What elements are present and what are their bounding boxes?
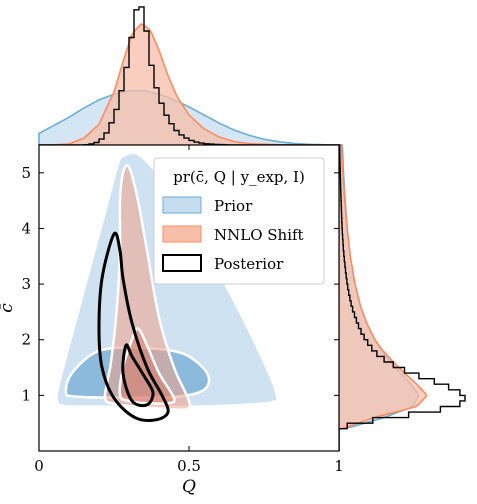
axes-layer: Q c̄ (0, 303, 196, 497)
legend-swatch-posterior (162, 254, 202, 272)
y-axis-label: c̄ (0, 303, 17, 313)
legend-swatch-nnlo (162, 225, 202, 243)
legend-label-prior: Prior (214, 197, 253, 215)
y-tick-label: 5 (21, 164, 31, 182)
legend-label-posterior: Posterior (214, 255, 284, 273)
cbar-marginal-panel (338, 144, 466, 451)
legend-label-nnlo: NNLO Shift (214, 226, 304, 244)
x-axis-label: Q (182, 477, 196, 497)
legend: pr(c̄, Q | y_exp, I) Prior NNLO Shift Po… (153, 157, 325, 285)
y-tick-label: 1 (21, 386, 31, 404)
posterior-outer-contour (97, 231, 170, 422)
legend-box (153, 157, 325, 285)
q-marginal-panel (38, 6, 339, 146)
x-tick-label: 0 (34, 457, 44, 475)
x-tick-label: 0.5 (177, 457, 201, 475)
legend-swatch-prior (162, 196, 202, 214)
posterior-inner-contour (121, 343, 155, 408)
nnlo-cbar-marginal (338, 144, 428, 451)
y-tick-label: 2 (21, 331, 31, 349)
y-tick-label: 3 (21, 275, 31, 293)
x-tick-label: 1 (334, 457, 344, 475)
posterior-cbar-marginal (338, 144, 466, 451)
legend-title: pr(c̄, Q | y_exp, I) (173, 168, 305, 186)
y-tick-label: 4 (21, 219, 31, 237)
